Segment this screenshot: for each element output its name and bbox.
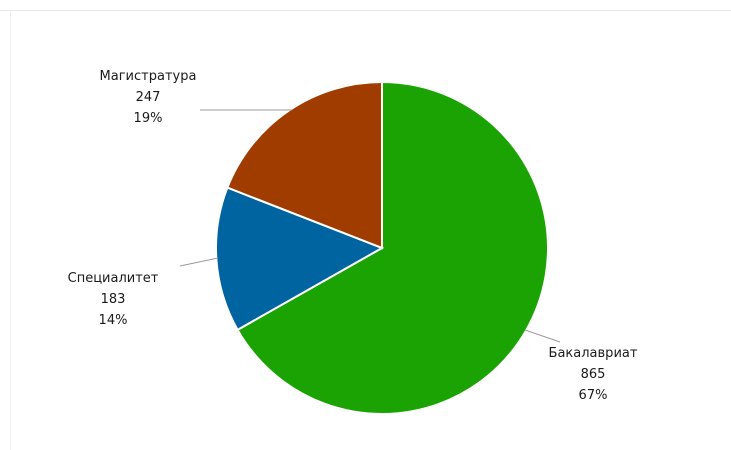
pie-slice-3[interactable] bbox=[226, 80, 383, 250]
slice-percent-3: 19% bbox=[134, 111, 163, 126]
slice-value-1: 865 bbox=[581, 367, 606, 382]
pie-slice-2[interactable] bbox=[215, 186, 385, 332]
slice-value-3: 247 bbox=[136, 90, 161, 105]
slice-percent-1: 67% bbox=[579, 388, 608, 403]
slice-label-3: Магистратура bbox=[100, 69, 197, 84]
slice-value-2: 183 bbox=[101, 292, 126, 307]
slice-percent-2: 14% bbox=[99, 313, 128, 328]
leader-line-1 bbox=[524, 329, 561, 343]
leader-line-2 bbox=[179, 257, 219, 267]
slice-label-1: Бакалавриат bbox=[549, 346, 638, 361]
slice-label-2: Специалитет bbox=[68, 271, 159, 286]
left-divider bbox=[10, 10, 11, 450]
pie-slice-1[interactable] bbox=[236, 80, 549, 415]
top-divider bbox=[0, 10, 731, 11]
